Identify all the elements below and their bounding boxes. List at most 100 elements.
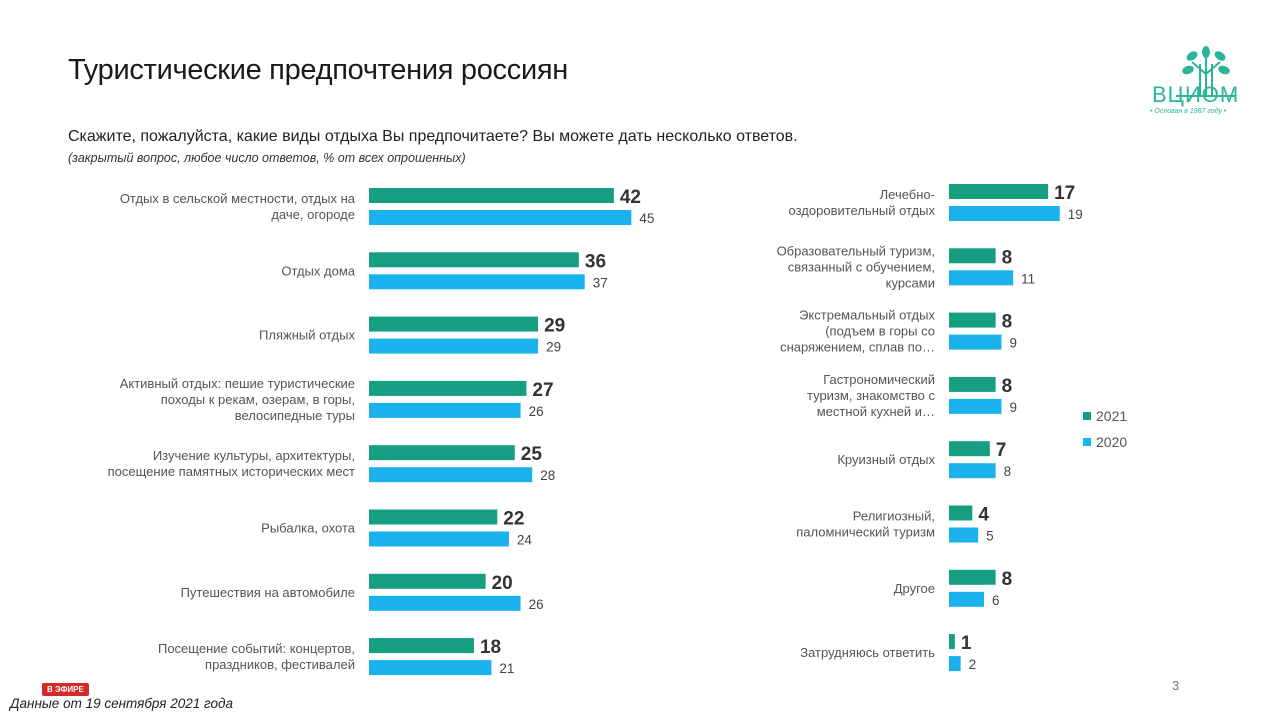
page-number: 3 [1172,678,1180,693]
category-label-10-1: (подъем в горы со [825,324,935,339]
bar-2021-10 [949,312,996,328]
value-2021-12: 7 [996,440,1007,461]
vciom-tree-icon [1176,46,1236,97]
bar-2020-8 [949,206,1060,221]
category-label-5-0: Рыбалка, охота [261,521,356,536]
category-label-10-2: снаряжением, сплав по… [780,340,935,355]
category-label-12-0: Круизный отдых [837,452,935,467]
bar-2020-1 [369,274,585,290]
value-2020-12: 8 [1004,464,1012,479]
category-label-9-1: связанный с обучением, [788,259,935,274]
bar-2020-9 [949,270,1014,286]
value-2020-15: 2 [969,657,977,672]
bar-2020-2 [369,338,539,354]
bar-2021-14 [949,569,996,585]
bar-2020-13 [949,527,979,543]
bar-2021-13 [949,505,973,521]
bar-2020-11 [949,398,1002,414]
bar-2021-15 [949,634,955,650]
live-badge: В ЭФИРЕ [42,683,89,696]
category-label-14-0: Другое [894,581,935,596]
category-label-13-0: Религиозный, [853,509,935,524]
bar-2021-3 [369,380,527,396]
value-2020-5: 24 [517,533,533,548]
value-2021-11: 8 [1002,376,1013,397]
category-label-9-0: Образовательный туризм, [777,243,935,258]
bar-2020-7 [369,660,492,676]
value-2020-1: 37 [593,275,608,290]
category-label-7-0: Посещение событий: концертов, [158,641,355,656]
category-label-7-1: праздников, фестивалей [205,657,355,672]
category-label-3-1: походы к рекам, озерам, в горы, [161,392,355,407]
value-2021-3: 27 [532,380,553,401]
category-label-8-0: Лечебно- [880,187,935,202]
category-label-13-1: паломнический туризм [796,525,935,540]
value-2021-0: 42 [620,187,641,208]
survey-note: (закрытый вопрос, любое число ответов, %… [68,151,466,165]
bar-2020-4 [369,467,533,483]
category-label-1-0: Отдых дома [281,263,355,278]
category-label-0-1: даче, огороде [271,207,355,222]
logo-tagline: • Основан в 1987 году • [1150,108,1227,115]
category-label-11-2: местной кухней и… [817,404,935,419]
category-label-8-1: оздоровительный отдых [789,203,936,218]
category-label-3-0: Активный отдых: пешие туристические [120,376,355,391]
value-2021-14: 8 [1002,569,1013,590]
legend-label-2021: 2021 [1096,408,1127,424]
logo-name: ВЦИОМ [1152,82,1240,107]
category-label-0-0: Отдых в сельской местности, отдых на [120,191,356,206]
value-2020-14: 6 [992,593,1000,608]
legend-label-2020: 2020 [1096,434,1127,450]
category-label-6-0: Путешествия на автомобиле [181,585,355,600]
value-2020-8: 19 [1068,207,1083,222]
category-label-11-0: Гастрономический [823,372,935,387]
bar-2021-7 [369,638,474,654]
value-2021-6: 20 [492,573,513,594]
category-label-11-1: туризм, знакомство с [807,388,935,403]
legend-swatch-2021 [1083,412,1091,420]
value-2021-10: 8 [1002,312,1013,333]
bar-2020-3 [369,402,521,418]
value-2020-9: 11 [1021,271,1035,286]
value-2020-0: 45 [639,211,654,226]
category-label-4-0: Изучение культуры, архитектуры, [153,448,355,463]
bar-2021-12 [949,441,990,457]
legend-swatch-2020 [1083,438,1091,446]
bar-2021-5 [369,509,498,525]
survey-question: Скажите, пожалуйста, какие виды отдыха В… [68,128,798,145]
value-2020-11: 9 [1009,400,1017,415]
bar-2020-6 [369,595,521,611]
bar-2021-1 [369,252,579,268]
value-2021-4: 25 [521,444,543,465]
category-label-10-0: Экстремальный отдых [799,308,935,323]
bar-2021-4 [369,445,515,461]
value-2020-2: 29 [546,340,561,355]
value-2020-10: 9 [1009,336,1017,351]
bar-2021-9 [949,248,996,264]
bar-2021-6 [369,573,486,589]
bar-2021-2 [369,316,539,332]
bar-2020-14 [949,591,984,607]
value-2020-6: 26 [529,597,544,612]
value-2021-13: 4 [978,505,989,526]
bar-2020-10 [949,334,1002,350]
category-label-3-2: велосипедные туры [235,408,355,423]
value-2021-5: 22 [503,509,524,530]
value-2020-4: 28 [540,468,555,483]
bar-2020-5 [369,531,509,547]
value-2021-7: 18 [480,637,501,658]
value-2021-8: 17 [1054,183,1075,204]
page-title: Туристические предпочтения россиян [68,54,568,86]
value-2021-9: 8 [1002,247,1013,268]
bar-2020-0 [369,210,632,225]
bar-2020-12 [949,463,996,479]
value-2020-13: 5 [986,529,994,544]
category-label-2-0: Пляжный отдых [259,328,355,343]
value-2021-15: 1 [961,633,972,654]
value-2021-2: 29 [544,316,565,337]
bar-2020-15 [949,656,961,672]
bar-2021-8 [949,184,1049,199]
value-2021-1: 36 [585,251,606,272]
value-2020-7: 21 [499,661,514,676]
